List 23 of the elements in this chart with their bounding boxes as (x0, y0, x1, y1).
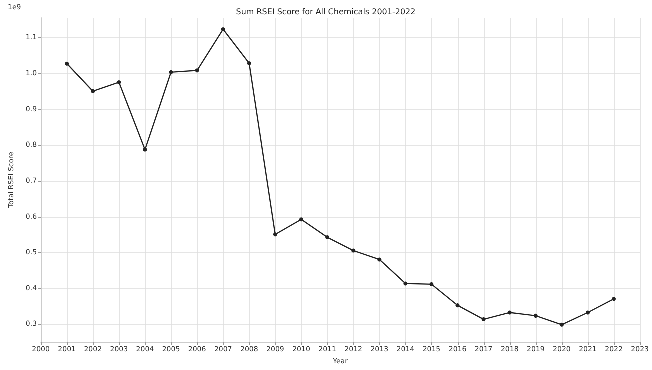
point (273, 232, 278, 237)
point (456, 304, 460, 308)
point (195, 68, 200, 73)
point (404, 282, 408, 286)
point (221, 27, 226, 32)
point (508, 310, 512, 315)
point (612, 297, 616, 302)
point (378, 258, 382, 262)
point (169, 70, 174, 74)
point (65, 62, 70, 66)
point (117, 80, 122, 84)
point (300, 218, 304, 222)
point (352, 248, 356, 253)
point (91, 89, 96, 94)
point (560, 322, 564, 327)
point (586, 310, 590, 315)
point (247, 61, 252, 66)
point (482, 318, 486, 322)
point (430, 282, 434, 286)
point (143, 148, 148, 152)
point (326, 236, 330, 240)
point (534, 314, 538, 318)
chart-title: Sum RSEI Score for All Chemicals 2001-2022 (236, 8, 416, 16)
